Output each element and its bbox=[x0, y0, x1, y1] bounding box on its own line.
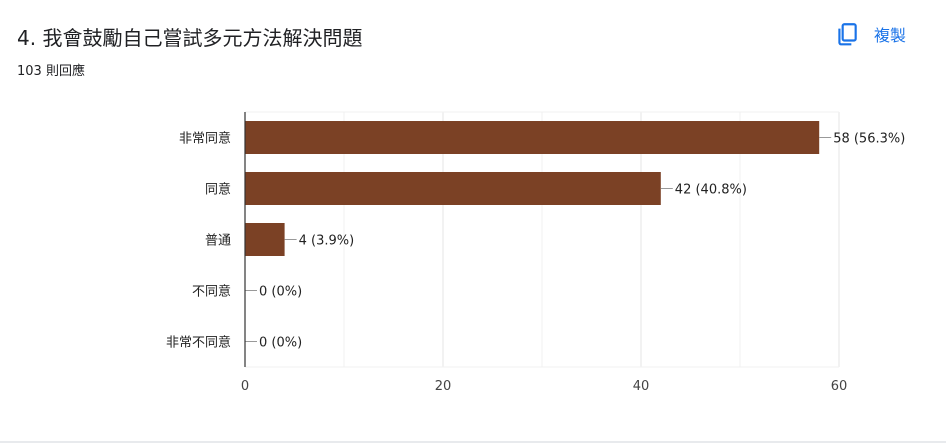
category-label: 非常同意 bbox=[179, 131, 231, 147]
bar bbox=[245, 121, 820, 154]
question-title: 4. 我會鼓勵自己嘗試多元方法解決問題 bbox=[17, 26, 363, 50]
data-label: 0 (0%) bbox=[259, 336, 302, 351]
category-label: 非常不同意 bbox=[166, 335, 231, 351]
data-label: 58 (56.3%) bbox=[833, 132, 905, 147]
data-label: 42 (40.8%) bbox=[675, 183, 747, 198]
copy-label: 複製 bbox=[874, 26, 907, 45]
x-tick-label: 60 bbox=[831, 379, 848, 394]
copy-button[interactable]: 複製 bbox=[834, 18, 906, 50]
category-label: 同意 bbox=[205, 182, 231, 198]
x-tick-label: 40 bbox=[633, 379, 650, 394]
bar bbox=[245, 172, 661, 205]
data-label: 0 (0%) bbox=[259, 285, 302, 300]
data-label: 4 (3.9%) bbox=[299, 234, 355, 249]
card-divider bbox=[0, 441, 946, 443]
category-label: 普通 bbox=[205, 234, 231, 249]
category-label: 不同意 bbox=[192, 284, 231, 300]
x-tick-label: 0 bbox=[241, 379, 249, 394]
x-tick-label: 20 bbox=[435, 379, 452, 394]
response-count: 103 則回應 bbox=[17, 64, 85, 79]
copy-icon bbox=[838, 23, 857, 46]
bar bbox=[245, 223, 285, 256]
